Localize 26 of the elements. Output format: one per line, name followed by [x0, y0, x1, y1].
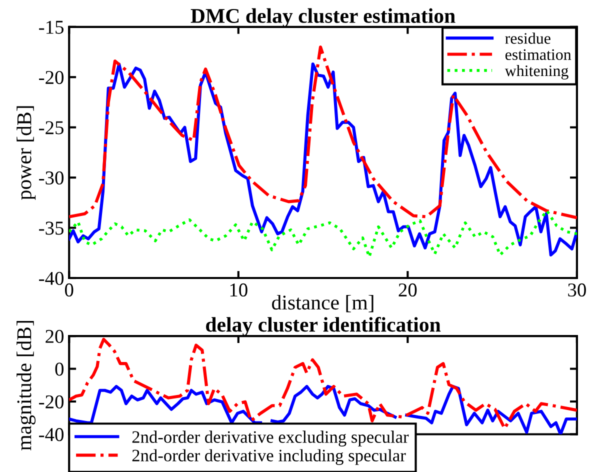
line-series — [69, 209, 577, 258]
legend-label: residue — [505, 32, 550, 44]
x-tick-label: 10 — [230, 283, 248, 297]
y-tick-label: -20 — [39, 395, 64, 408]
y-tick-label: 20 — [46, 330, 64, 343]
y-tick-label: -40 — [39, 272, 64, 285]
y-axis-title: power [dB] — [16, 106, 36, 200]
line-series — [69, 45, 577, 220]
y-tick-label: -30 — [39, 171, 64, 185]
x-tick-label: 0 — [64, 283, 74, 297]
x-axis-title: distance [m] — [272, 294, 374, 312]
y-tick-label: -15 — [39, 20, 64, 34]
legend-label: 2nd-order derivative including specular — [132, 449, 406, 465]
y-tick-label: -20 — [39, 70, 64, 84]
chart-title: delay cluster identification — [206, 316, 441, 336]
y-tick-label: -35 — [39, 222, 64, 235]
x-tick-label: 20 — [398, 283, 417, 297]
legend-label: 2nd-order derivative excluding specular — [132, 430, 409, 446]
x-tick-label: 30 — [568, 283, 586, 297]
legend-label: whitening — [504, 64, 568, 80]
y-tick-label: -25 — [39, 121, 64, 134]
chart-title: DMC delay cluster estimation — [190, 8, 456, 28]
legend-label: estimation — [505, 49, 572, 60]
y-tick-label: -40 — [39, 428, 64, 442]
y-tick-label: 0 — [55, 362, 64, 376]
y-axis-title: magnitude [dB] — [16, 321, 36, 450]
